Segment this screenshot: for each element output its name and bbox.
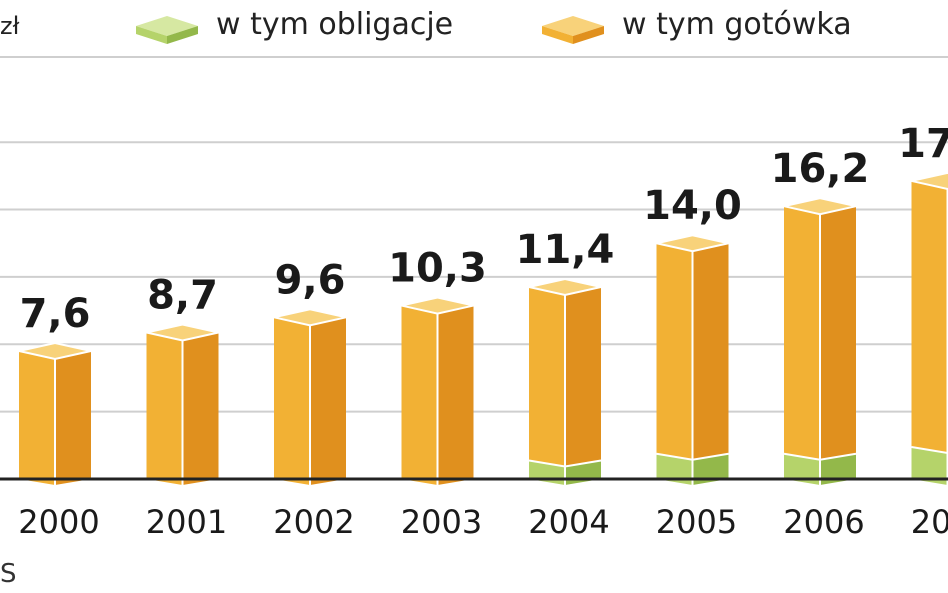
data-label: 9,6 (275, 257, 346, 303)
legend-item-bonds: w tym obligacje (130, 4, 453, 44)
unit-label: zł (0, 12, 20, 40)
x-tick-label: 2005 (656, 503, 737, 541)
cash-bar-side (182, 332, 219, 485)
x-tick-label: 2007 (911, 503, 948, 541)
cash-bar-front (401, 305, 438, 485)
bar-top (528, 277, 602, 297)
data-label: 11,4 (516, 227, 615, 273)
data-label: 8,7 (147, 272, 218, 318)
bond-bar-front (911, 447, 948, 485)
cash-bar-front (784, 206, 820, 460)
legend-swatch-cash-icon (542, 16, 604, 44)
x-tick-label: 2001 (146, 503, 227, 541)
cash-bar-front (911, 180, 948, 454)
x-tick-label: 2002 (273, 503, 354, 541)
cash-bar-side (55, 351, 91, 485)
bar-top (401, 296, 474, 315)
bar-top (656, 234, 729, 253)
cash-bar-front (146, 332, 183, 485)
cash-bar-front (19, 351, 55, 485)
data-label: 14,0 (643, 183, 742, 229)
bar-top (146, 323, 219, 342)
bond-bar-front (656, 453, 693, 485)
source-note: S (0, 559, 17, 589)
x-tick-label: 2004 (528, 503, 609, 541)
cash-bar-side (565, 287, 601, 467)
data-label: 16,2 (771, 146, 870, 192)
data-label: 7,6 (20, 291, 91, 337)
x-tick-label: 2003 (401, 503, 482, 541)
x-tick-label: 2000 (18, 503, 99, 541)
data-label: 17,7 (898, 121, 948, 167)
bar-top (911, 171, 948, 190)
cash-bar-side (437, 305, 474, 485)
cash-bar-side (692, 243, 729, 460)
legend-swatch-bonds-icon (136, 16, 198, 44)
bond-bar-front (784, 453, 820, 485)
bond-bar-side (820, 453, 856, 485)
bar-top (783, 197, 857, 216)
cash-bar-front (529, 287, 565, 467)
cash-bar-front (656, 243, 693, 460)
bar-top (18, 341, 92, 361)
legend-label-bonds: w tym obligacje (216, 6, 454, 42)
cash-bar-front (274, 317, 310, 485)
cash-bar-side (310, 317, 346, 485)
legend-item-cash: w tym gotówka (536, 4, 852, 44)
x-tick-label: 2006 (783, 503, 864, 541)
bond-bar-side (692, 453, 729, 485)
legend-label-cash: w tym gotówka (622, 6, 852, 42)
data-label: 10,3 (388, 246, 487, 292)
cash-bar-side (820, 206, 856, 460)
bar-top (273, 308, 347, 327)
